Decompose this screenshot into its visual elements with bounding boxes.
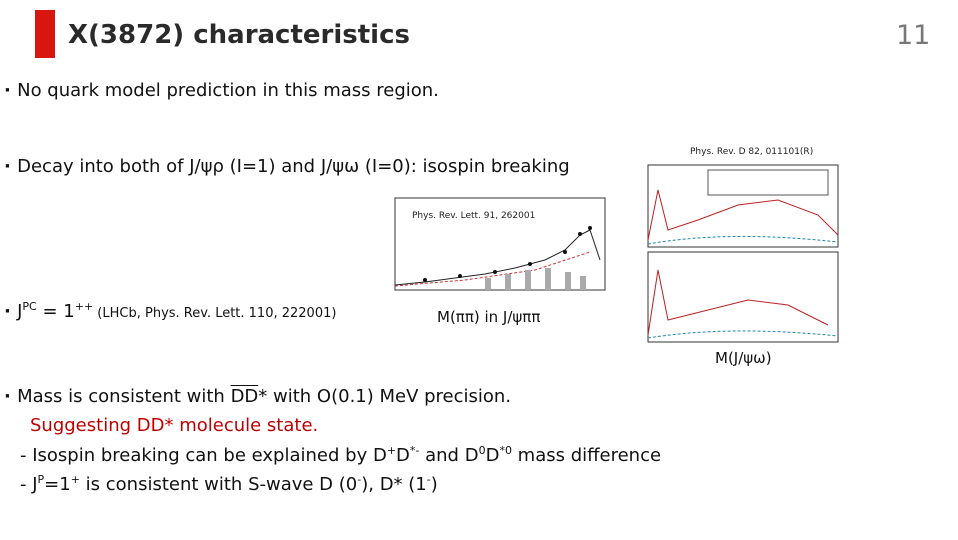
suggestion: Suggesting DD* molecule state. <box>30 415 319 436</box>
text-run: ), D* (1 <box>361 474 427 495</box>
figure-left <box>394 197 606 291</box>
histogram <box>485 268 586 290</box>
text-run: + <box>386 444 397 457</box>
text-run: P <box>37 473 45 486</box>
text-run: J <box>17 301 23 322</box>
text-run: D <box>396 445 410 466</box>
text-run: is consistent with S-wave D (0 <box>79 474 358 495</box>
text-run: 0 <box>478 444 486 457</box>
text-run: and D <box>419 445 479 466</box>
text-run: *- <box>409 444 420 457</box>
text-run: PC <box>22 300 37 313</box>
figure-caption: Phys. Rev. Lett. 91, 262001 <box>412 211 536 221</box>
fit-curve <box>647 189 839 241</box>
bullet-dot: · <box>4 386 18 407</box>
figure-caption: Phys. Rev. D 82, 011101(R) <box>690 147 814 157</box>
text-run: Mass is consistent with <box>17 386 231 407</box>
detail: - Isospin breaking can be explained by D… <box>20 444 661 466</box>
text-run: Decay into both of J/ψρ (I=1) and J/ψω (… <box>17 156 570 177</box>
fit-curve <box>394 251 591 287</box>
text-run: =1 <box>44 474 71 495</box>
text-run: = 1 <box>36 301 75 322</box>
figure-xlabel: M(ππ) in J/ψππ <box>437 308 541 326</box>
text-run: DD <box>230 386 259 407</box>
fit-curve <box>647 269 829 336</box>
plot-frame <box>647 251 839 343</box>
text-run: ++ <box>74 300 94 313</box>
bullet-dot: · <box>4 80 18 101</box>
plot-frame <box>394 197 606 291</box>
bullet-dot: · <box>4 301 18 322</box>
text-run: mass difference <box>511 445 662 466</box>
bullet: · Mass is consistent with DD* with O(0.1… <box>4 386 511 407</box>
data-points <box>423 226 592 282</box>
page-number: 11 <box>896 20 931 51</box>
bullet: · No quark model prediction in this mass… <box>4 80 439 101</box>
text-run: + <box>70 473 80 486</box>
text-run: - <box>426 473 431 486</box>
slide-title: X(3872) characteristics <box>68 20 410 50</box>
figure-right <box>647 164 839 343</box>
text-run: (LHCb, Phys. Rev. Lett. 110, 222001) <box>93 306 337 321</box>
text-run: No quark model prediction in this mass r… <box>17 80 439 101</box>
fit-curve <box>647 235 839 245</box>
text-run: - Isospin breaking can be explained by D <box>20 445 387 466</box>
title-bar <box>35 10 55 58</box>
text-run: *0 <box>499 444 512 457</box>
plot-frame <box>647 164 839 248</box>
figure-xlabel: M(J/ψω) <box>715 349 772 367</box>
detail: - JP=1+ is consistent with S-wave D (0-)… <box>20 473 438 495</box>
fit-curve <box>647 330 839 339</box>
bullet: · JPC = 1++ (LHCb, Phys. Rev. Lett. 110,… <box>4 300 336 322</box>
text-run: * with O(0.1) MeV precision. <box>258 386 512 407</box>
text-run: ) <box>430 474 438 495</box>
inset <box>707 169 829 196</box>
text-run: - <box>357 473 362 486</box>
bullet-dot: · <box>4 156 18 177</box>
bullet: · Decay into both of J/ψρ (I=1) and J/ψω… <box>4 156 570 177</box>
text-run: D <box>485 445 500 466</box>
text-run: - J <box>20 474 38 495</box>
